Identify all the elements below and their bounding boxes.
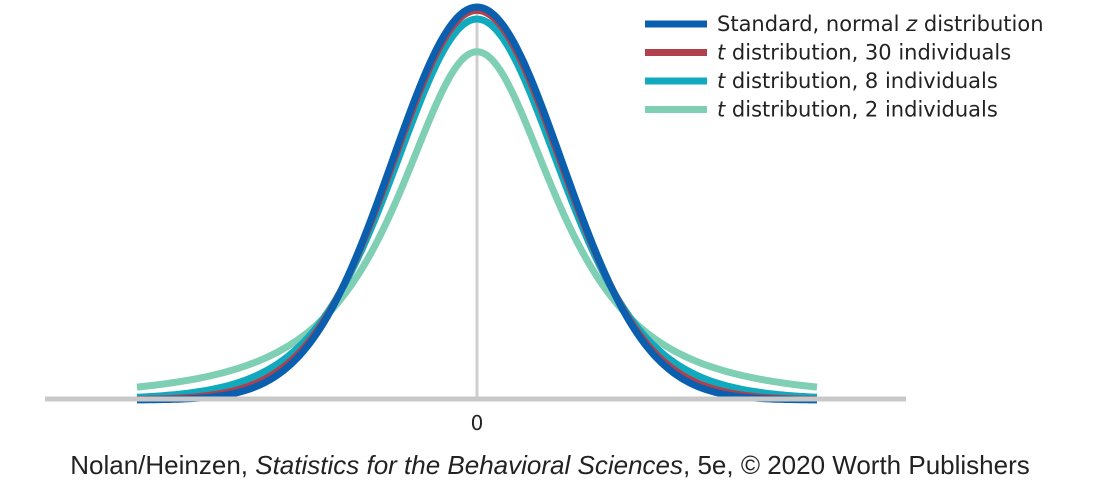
legend-label-italic-1: t — [717, 41, 726, 65]
legend: Standard, normal z distribution t distrib… — [645, 12, 1044, 122]
series-line-2 — [136, 15, 818, 401]
legend-label-3: t distribution, 2 individuals — [717, 98, 998, 122]
legend-label-suffix-1: distribution, 30 individuals — [725, 41, 1011, 65]
credit-authors: Nolan/Heinzen, — [70, 450, 256, 480]
series-line-3 — [136, 48, 818, 391]
series-line-0 — [136, 3, 818, 404]
credit-edition: , 5e, © 2020 Worth Publishers — [683, 450, 1030, 480]
legend-label-1: t distribution, 30 individuals — [717, 41, 1011, 65]
legend-label-italic-0: z — [905, 12, 918, 36]
x-tick-label-0: 0 — [471, 411, 484, 435]
legend-label-suffix-2: distribution, 8 individuals — [725, 69, 998, 93]
legend-label-prefix-0: Standard, normal — [717, 12, 906, 36]
legend-label-italic-2: t — [717, 69, 726, 93]
credit-book-title: Statistics for the Behavioral Sciences — [255, 450, 683, 480]
series-layer — [136, 3, 818, 404]
legend-label-suffix-3: distribution, 2 individuals — [725, 98, 998, 122]
legend-label-italic-3: t — [717, 98, 726, 122]
legend-label-suffix-0: distribution — [917, 12, 1043, 36]
credit-line: Nolan/Heinzen, Statistics for the Behavi… — [0, 450, 1100, 481]
legend-label-0: Standard, normal z distribution — [717, 12, 1044, 36]
legend-label-2: t distribution, 8 individuals — [717, 69, 998, 93]
